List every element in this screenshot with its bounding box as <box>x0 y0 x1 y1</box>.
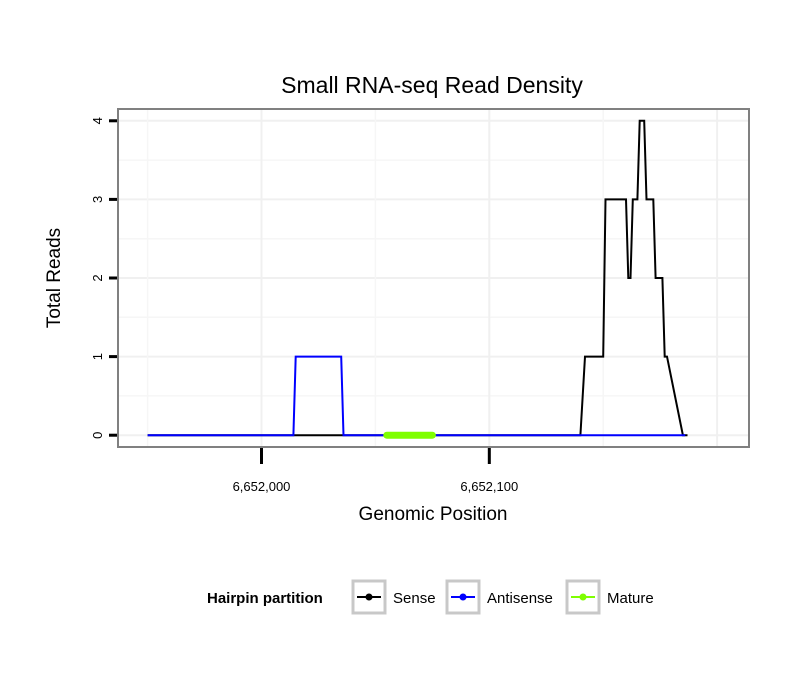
x-axis: 6,652,000 6,652,100 <box>233 448 518 494</box>
y-tick-label: 0 <box>90 432 105 439</box>
legend-item-mature: Mature <box>565 579 654 615</box>
plot-panel-border <box>117 108 750 448</box>
grid <box>118 109 749 447</box>
y-tick-label: 3 <box>90 196 105 203</box>
legend-item-antisense: Antisense <box>445 579 553 615</box>
series-line-antisense <box>147 355 686 437</box>
series-layer <box>147 119 688 439</box>
legend-item-sense: Sense <box>351 579 436 615</box>
y-axis: 0 1 2 3 4 <box>90 117 117 439</box>
legend-key-dot <box>365 593 373 601</box>
legend-key-dot <box>579 593 587 601</box>
chart-title: Small RNA-seq Read Density <box>281 72 583 98</box>
legend-key-dot <box>459 593 467 601</box>
legend-label: Mature <box>607 590 654 607</box>
legend-title: Hairpin partition <box>207 590 323 607</box>
y-tick-label: 1 <box>90 353 105 360</box>
legend: Hairpin partition Sense Antisense Mature <box>207 579 654 615</box>
legend-items: Sense Antisense Mature <box>351 579 654 615</box>
y-axis-label: Total Reads <box>44 228 65 328</box>
legend-label: Antisense <box>487 590 553 607</box>
legend-label: Sense <box>393 590 436 607</box>
x-tick-label: 6,652,100 <box>460 479 518 494</box>
series-line-sense <box>147 119 688 437</box>
x-axis-label: Genomic Position <box>359 504 508 525</box>
y-tick-label: 2 <box>90 274 105 281</box>
x-tick-label: 6,652,000 <box>233 479 291 494</box>
y-tick-label: 4 <box>90 117 105 124</box>
